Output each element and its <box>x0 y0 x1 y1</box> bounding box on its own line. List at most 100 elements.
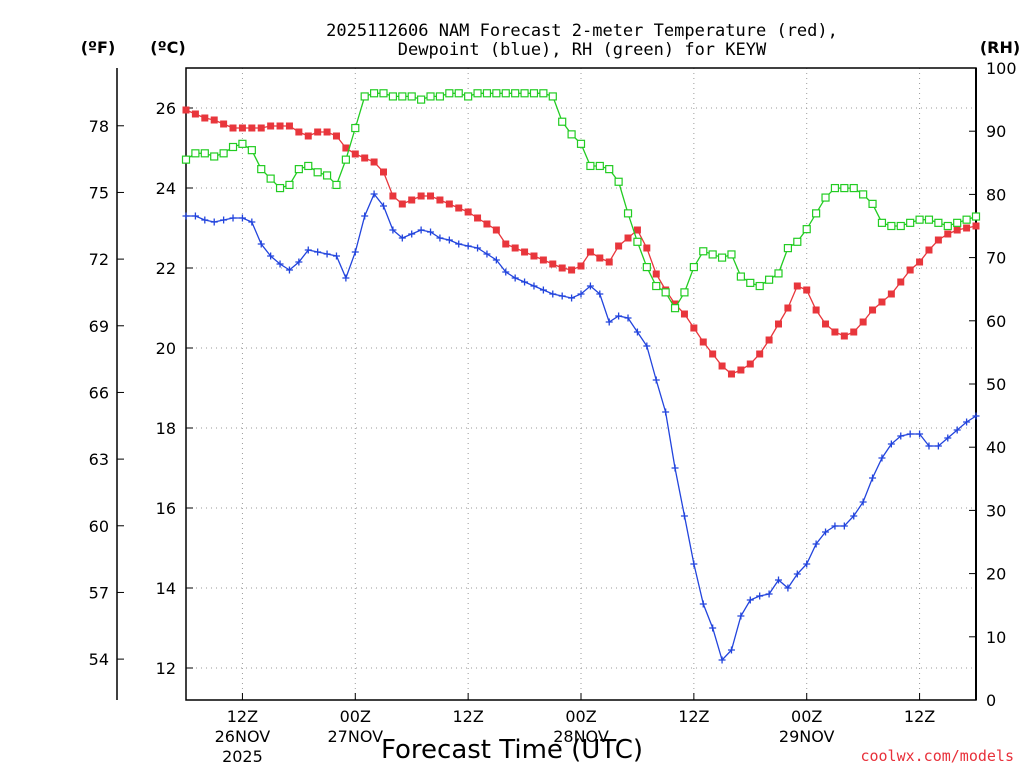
rh-point <box>953 218 962 227</box>
dewpoint-point <box>455 240 463 248</box>
celsius-tick-label: 24 <box>156 179 176 198</box>
dewpoint-point <box>436 234 444 242</box>
rh-point <box>482 89 492 98</box>
rh-point <box>294 165 303 174</box>
rh-tick-label: 80 <box>986 185 1006 204</box>
temperature-point <box>257 124 265 132</box>
fahrenheit-tick-label: 78 <box>89 117 109 136</box>
dewpoint-point <box>737 612 745 620</box>
dewpoint-point <box>389 226 397 234</box>
dewpoint-series <box>182 190 980 664</box>
temperature-point <box>201 114 209 122</box>
temperature-point <box>934 236 942 244</box>
dewpoint-point <box>521 278 529 286</box>
rh-point <box>454 89 463 98</box>
axes <box>116 67 977 701</box>
dewpoint-point <box>793 570 801 578</box>
temperature-point <box>690 324 698 332</box>
rh-point <box>341 155 350 164</box>
temperature-point <box>586 248 594 256</box>
temperature-point <box>709 350 717 358</box>
dewpoint-point <box>850 512 858 520</box>
temperature-point <box>850 328 858 336</box>
temperature-point <box>427 192 435 200</box>
x-tick-date: 29NOV <box>779 727 835 746</box>
tick-labels: 12 14 16 18 20 22 24 26 54 57 60 63 66 69 72 75 78 0 10 20 3… <box>89 59 1017 766</box>
temperature-point <box>380 168 387 176</box>
rh-point <box>360 92 369 101</box>
dewpoint-point <box>727 646 735 654</box>
dewpoint-point <box>351 248 359 256</box>
rh-point <box>689 262 698 272</box>
rh-tick-label: 0 <box>986 691 996 710</box>
rh-series <box>181 89 981 313</box>
x-tick-label: 12Z <box>452 707 483 726</box>
celsius-tick-label: 20 <box>156 339 176 358</box>
rh-point <box>755 281 764 291</box>
dewpoint-point <box>248 218 256 226</box>
fahrenheit-tick-label: 54 <box>89 650 109 669</box>
series-layer <box>181 89 981 664</box>
celsius-tick-label: 14 <box>156 579 176 598</box>
dewpoint-point <box>295 258 303 266</box>
temperature-point <box>906 266 914 274</box>
temperature-point <box>229 124 237 132</box>
rh-point <box>520 89 529 98</box>
x-axis-label: Forecast Time (UTC) <box>381 735 643 765</box>
rh-point <box>915 215 924 224</box>
rh-point <box>228 142 238 152</box>
temperature-point <box>351 150 359 158</box>
temperature-point <box>267 122 275 130</box>
temperature-point <box>822 320 830 328</box>
rh-point <box>501 89 510 98</box>
rh-point <box>821 193 830 202</box>
temperature-point <box>859 318 867 326</box>
dewpoint-point <box>831 522 839 530</box>
x-tick-date: 28NOV <box>553 727 609 746</box>
temperature-point <box>295 128 303 136</box>
rh-point <box>511 89 520 98</box>
temperature-point <box>615 242 623 250</box>
rh-point <box>435 92 445 101</box>
temperature-point <box>897 278 905 286</box>
dewpoint-point <box>887 440 895 448</box>
temperature-point <box>558 264 566 272</box>
dewpoint-point <box>972 412 980 420</box>
x-tick-year: 2025 <box>222 747 263 766</box>
temperature-point <box>756 350 764 358</box>
dewpoint-point <box>775 576 782 584</box>
dewpoint-point <box>314 248 322 256</box>
dewpoint-point <box>869 474 877 482</box>
dewpoint-point <box>182 212 190 220</box>
temperature-point <box>304 132 312 140</box>
temperature-point <box>248 124 256 132</box>
rh-point <box>943 221 952 231</box>
rh-point <box>351 123 360 133</box>
rh-point <box>586 161 595 171</box>
rh-point <box>793 237 802 246</box>
dewpoint-point <box>925 442 933 450</box>
rh-point <box>257 165 266 174</box>
temperature-point <box>323 128 331 136</box>
rh-point <box>971 212 981 221</box>
dewpoint-point <box>709 624 717 632</box>
rh-point <box>623 209 633 218</box>
temperature-point <box>869 306 877 314</box>
rh-tick-label: 10 <box>986 628 1006 647</box>
temperature-point <box>671 300 679 308</box>
rh-point <box>802 225 811 234</box>
rh-point <box>266 174 275 183</box>
temperature-point <box>408 196 416 204</box>
rh-point <box>642 262 651 272</box>
temperature-point <box>332 132 340 140</box>
dewpoint-point <box>445 236 453 244</box>
dewpoint-point <box>530 282 538 290</box>
x-tick-date: 26NOV <box>215 727 271 746</box>
rh-point <box>417 95 426 104</box>
dewpoint-point <box>803 560 811 568</box>
rh-point <box>887 221 896 231</box>
rh-point <box>332 180 341 190</box>
dewpoint-point <box>408 230 416 238</box>
temperature-point <box>568 266 576 274</box>
dewpoint-point <box>332 252 340 260</box>
